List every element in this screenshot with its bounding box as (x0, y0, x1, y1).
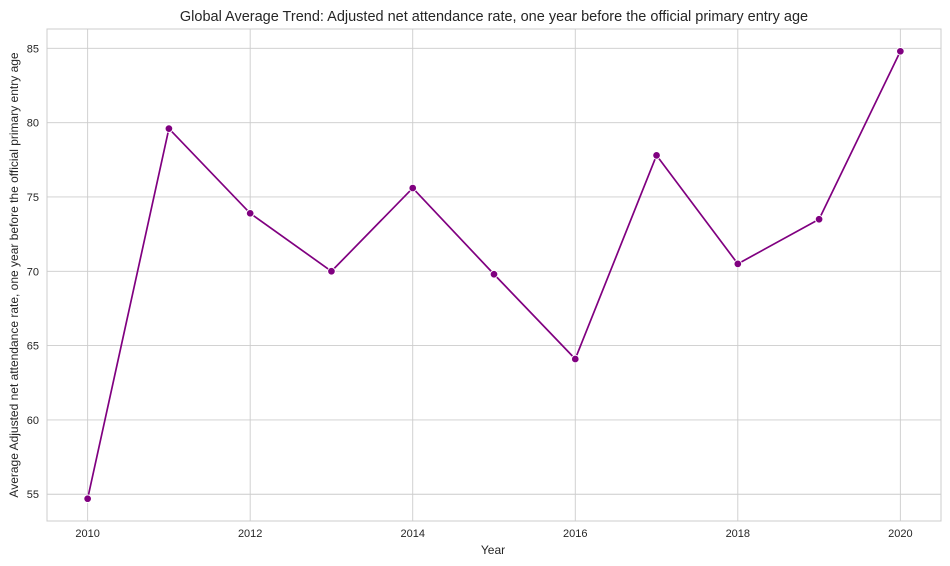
x-tick-label: 2018 (726, 528, 750, 540)
y-axis-label: Average Adjusted net attendance rate, on… (7, 52, 21, 497)
y-tick-label: 55 (27, 489, 39, 501)
plot-area (46, 28, 942, 522)
chart-title: Global Average Trend: Adjusted net atten… (180, 9, 808, 25)
data-point (571, 354, 580, 364)
data-point (652, 151, 661, 160)
grid (47, 29, 941, 521)
data-point (245, 209, 255, 218)
x-tick-label: 2012 (238, 528, 262, 540)
data-point (814, 215, 824, 224)
x-tick-label: 2016 (563, 528, 587, 540)
data-point (733, 259, 743, 269)
series (83, 47, 905, 503)
y-tick-label: 65 (27, 341, 39, 353)
data-point (489, 270, 499, 279)
y-tick-label: 75 (27, 192, 39, 204)
data-point (408, 183, 417, 193)
data-point (83, 494, 92, 503)
y-tick-label: 70 (27, 266, 39, 278)
x-tick-label: 2020 (888, 528, 912, 540)
y-tick-label: 85 (27, 43, 39, 55)
data-point (164, 124, 174, 133)
tick-labels: 2010 2012 2014 2016 2018 2020 55 60 65 70 75 80 85 (27, 43, 913, 540)
x-tick-label: 2014 (400, 528, 424, 540)
x-tick-label: 2010 (75, 528, 99, 540)
data-point (896, 47, 905, 56)
y-tick-label: 60 (27, 415, 39, 427)
x-axis-label: Year (481, 543, 505, 557)
y-tick-label: 80 (27, 118, 39, 130)
data-point (327, 267, 336, 276)
